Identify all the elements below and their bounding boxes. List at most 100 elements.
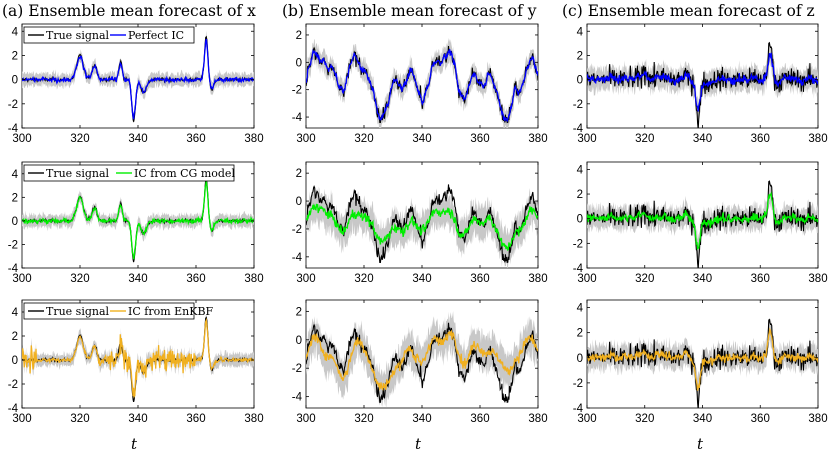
y-tick-label: 4 [12, 307, 19, 319]
y-tick-label: -2 [292, 85, 302, 97]
column-title-a: (a) Ensemble mean forecast of x [2, 2, 256, 20]
x-tick-label: 380 [808, 133, 827, 145]
panel-1-1: 300 320 340 360 380 -4 -2 0 2 [292, 161, 548, 285]
x-tick-label: 340 [128, 133, 147, 145]
x-tick-label: 320 [635, 133, 654, 145]
series-forecast [22, 317, 254, 399]
y-tick-label: 4 [577, 26, 584, 38]
x-tick-label: 340 [412, 133, 431, 145]
legend-label-forecast: Perfect IC [128, 29, 184, 42]
panel-2-0: 300 320 340 360 380 -4 -2 0 2 4 True signal IC from… [8, 299, 264, 425]
plot-area [22, 30, 254, 124]
y-tick-label: 0 [577, 214, 583, 226]
ensemble-spread [306, 311, 538, 408]
series-forecast [306, 48, 538, 123]
x-tick-label: 340 [412, 413, 431, 425]
legend: True signal IC from CG model [23, 164, 235, 182]
y-tick-label: 0 [296, 57, 302, 69]
series-forecast [587, 191, 818, 251]
y-tick-label: 0 [577, 75, 583, 87]
x-tick-label: 360 [470, 133, 489, 145]
x-tick-label: 340 [128, 273, 147, 285]
y-tick-label: -2 [573, 378, 583, 390]
plot-area [587, 180, 818, 268]
y-tick-label: -2 [8, 379, 18, 391]
y-tick-label: -4 [573, 263, 584, 275]
series-true-signal [306, 322, 538, 404]
panel-2-1: 300 320 340 360 380 -4 -2 0 2 [292, 299, 548, 425]
plot-area [306, 311, 538, 408]
x-tick-label: 360 [751, 413, 770, 425]
x-tick-label: 300 [296, 413, 315, 425]
y-tick-label: 2 [296, 168, 302, 180]
y-tick-label: -4 [573, 403, 584, 415]
panel-0-2: 300 320 340 360 380 -4 -2 0 2 4 [573, 23, 828, 145]
panel-2-2: 300 320 340 360 380 -4 -2 0 2 4 [573, 299, 828, 425]
x-tick-label: 300 [12, 413, 31, 425]
legend: True signal IC from EnKBF [23, 302, 214, 320]
y-tick-label: 0 [12, 355, 18, 367]
y-tick-label: 0 [296, 335, 302, 347]
series-forecast [22, 181, 254, 260]
x-tick-label: 300 [12, 273, 31, 285]
x-tick-label: 340 [693, 133, 712, 145]
x-tick-label: 360 [186, 413, 205, 425]
legend-label-true: True signal [46, 29, 110, 42]
legend-label-true: True signal [46, 305, 110, 318]
x-tick-label: 360 [470, 413, 489, 425]
y-tick-label: -4 [573, 123, 584, 135]
plot-area [22, 313, 254, 403]
x-axis-label-b: t [415, 435, 422, 453]
y-tick-label: 0 [296, 196, 302, 208]
plot-area [587, 41, 818, 128]
y-tick-label: -2 [8, 99, 18, 111]
legend-box [23, 302, 195, 320]
panel-0-0: 300 320 340 360 380 -4 -2 0 2 4 True signal Perfect… [8, 23, 264, 145]
panel-0-1: 300 320 340 360 380 -4 -2 0 2 [292, 23, 548, 145]
x-tick-label: 340 [412, 273, 431, 285]
y-tick-label: -4 [292, 252, 303, 264]
column-title-c: (c) Ensemble mean forecast of z [562, 2, 815, 20]
plot-area [306, 184, 538, 268]
plot-area [22, 175, 254, 264]
y-tick-label: -2 [573, 238, 583, 250]
y-tick-label: -2 [292, 224, 302, 236]
x-tick-label: 320 [354, 133, 373, 145]
series-forecast [306, 329, 538, 391]
x-tick-label: 380 [808, 413, 827, 425]
x-tick-label: 340 [693, 273, 712, 285]
series-forecast [587, 327, 818, 391]
series-forecast [587, 52, 818, 112]
y-tick-label: 4 [12, 26, 19, 38]
x-tick-label: 320 [635, 413, 654, 425]
x-tick-label: 320 [70, 273, 89, 285]
column-title-b: (b) Ensemble mean forecast of y [282, 2, 537, 20]
x-tick-label: 320 [70, 133, 89, 145]
x-tick-label: 300 [577, 273, 596, 285]
y-tick-label: -2 [573, 99, 583, 111]
y-tick-label: 2 [577, 328, 583, 340]
x-tick-label: 300 [12, 133, 31, 145]
panel-1-0: 300 320 340 360 380 -4 -2 0 2 4 True signal IC from… [8, 161, 264, 285]
x-tick-label: 360 [470, 273, 489, 285]
x-tick-label: 300 [577, 413, 596, 425]
x-tick-label: 300 [296, 273, 315, 285]
x-tick-label: 340 [128, 413, 147, 425]
y-tick-label: -4 [8, 263, 19, 275]
x-tick-label: 320 [354, 273, 373, 285]
y-tick-label: 2 [577, 50, 583, 62]
y-tick-label: 0 [12, 75, 18, 87]
x-tick-label: 320 [635, 273, 654, 285]
legend: True signal Perfect IC [23, 26, 195, 44]
y-tick-label: 2 [12, 331, 18, 343]
plot-area [587, 318, 818, 408]
series-forecast [306, 203, 538, 252]
x-axis-label-a: t [131, 435, 138, 453]
x-tick-label: 380 [528, 133, 547, 145]
y-tick-label: 2 [12, 192, 18, 204]
legend-box [23, 26, 195, 44]
x-tick-label: 380 [244, 273, 263, 285]
x-tick-label: 300 [577, 133, 596, 145]
x-tick-label: 340 [693, 413, 712, 425]
